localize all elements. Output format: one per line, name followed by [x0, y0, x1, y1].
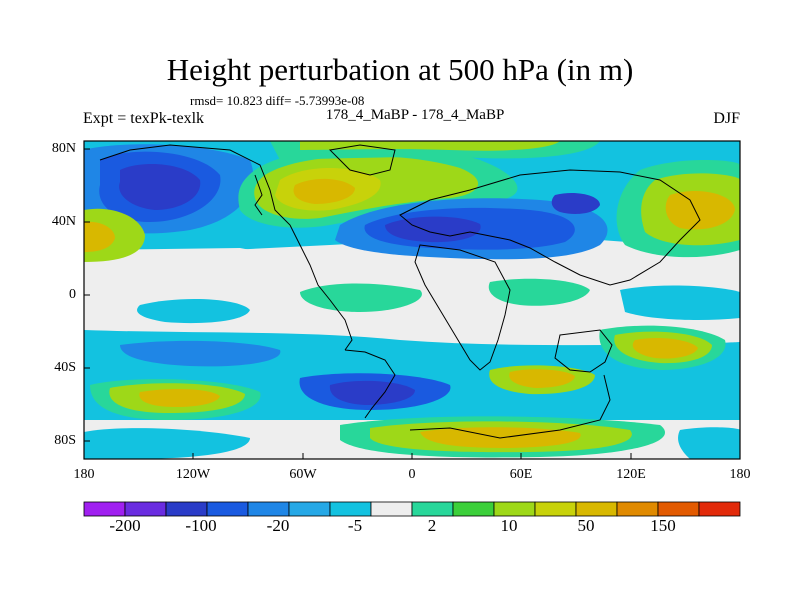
colorbar-label: -20: [266, 516, 290, 535]
colorbar: [83, 501, 741, 517]
lat-tick-label: 40S: [54, 360, 76, 375]
antarctica-outline: [409, 374, 611, 439]
colorbar-swatch: [411, 501, 454, 517]
colorbar-label: 10: [500, 516, 518, 535]
season-label: DJF: [713, 110, 740, 127]
colorbar-swatch: [329, 501, 372, 517]
north-pacific-low-core: [119, 164, 201, 210]
colorbar-swatch: [288, 501, 331, 517]
africa-outline: [414, 244, 511, 371]
colorbar-swatch: [83, 501, 126, 517]
lat-tick-label: 80S: [54, 433, 76, 448]
case-label: 178_4_MaBP - 178_4_MaBP: [325, 107, 505, 123]
lon-tick-label: 180: [73, 467, 95, 482]
colorbar-label: 50: [577, 516, 595, 535]
colorbar-swatch: [124, 501, 167, 517]
south-america-outline: [344, 349, 396, 419]
colorbar-swatch: [698, 501, 741, 517]
lat-tick-label: 0: [69, 287, 76, 302]
lon-tick-label: 60W: [289, 467, 317, 482]
colorbar-swatch: [206, 501, 249, 517]
lon-tick-marks: [83, 453, 741, 459]
south-pacific-trough: [120, 340, 281, 367]
colorbar-swatch: [616, 501, 659, 517]
lat-tick-label: 40N: [51, 214, 76, 229]
colorbar-swatch: [657, 501, 700, 517]
lon-tick-label: 120E: [616, 467, 646, 482]
lat-tick-marks: [84, 148, 90, 442]
tropical-cyan-patch-east: [620, 285, 740, 320]
arctic-green-core: [300, 141, 560, 151]
south-pacific-ridge-core: [139, 388, 220, 407]
indian-ocean-green-patch: [488, 278, 590, 306]
atlantic-ridge-core: [293, 178, 355, 204]
colorbar-label: 2: [427, 516, 437, 535]
land-outlines: [99, 144, 701, 439]
colorbar-swatch: [370, 501, 413, 517]
siberian-low-core: [551, 193, 600, 214]
stats-line: rmsd= 10.823 diff= -5.73993e-08: [190, 93, 365, 108]
tropical-green-patch: [300, 283, 422, 312]
antarctic-cyan-west: [84, 428, 250, 459]
south-atlantic-trough-core: [329, 380, 415, 405]
plot-title: Height perturbation at 500 hPa (in m): [166, 52, 634, 87]
lon-tick-label: 120W: [175, 467, 211, 482]
colorbar-swatch: [452, 501, 495, 517]
australia-outline: [554, 329, 613, 373]
south-africa-ridge-core: [509, 369, 575, 388]
experiment-label: Expt = texPk-texlk: [83, 110, 205, 127]
colorbar-swatch: [575, 501, 618, 517]
colorbar-swatch: [247, 501, 290, 517]
lon-tick-label: 0: [408, 467, 416, 482]
lon-tick-label: 60E: [509, 467, 533, 482]
colorbar-label: -200: [109, 516, 141, 535]
contour-field: [84, 141, 740, 459]
colorbar-label: -100: [185, 516, 217, 535]
colorbar-swatch: [165, 501, 208, 517]
lat-tick-label: 80N: [51, 141, 76, 156]
east-pacific-ridge-core: [665, 190, 735, 230]
colorbar-swatch: [534, 501, 577, 517]
south-indian-ridge-core: [632, 337, 698, 359]
greenland-outline: [328, 144, 396, 176]
eurasia-outline: [399, 169, 701, 286]
colorbar-label: 150: [650, 516, 676, 535]
tropical-cyan-patch: [137, 298, 250, 324]
north-america-outline: [99, 144, 353, 351]
lon-tick-label: 180: [729, 467, 751, 482]
west-edge-ridge-core: [84, 221, 115, 252]
colorbar-swatch: [493, 501, 536, 517]
antarctic-cyan-east: [678, 427, 740, 459]
colorbar-label: -5: [347, 516, 363, 535]
